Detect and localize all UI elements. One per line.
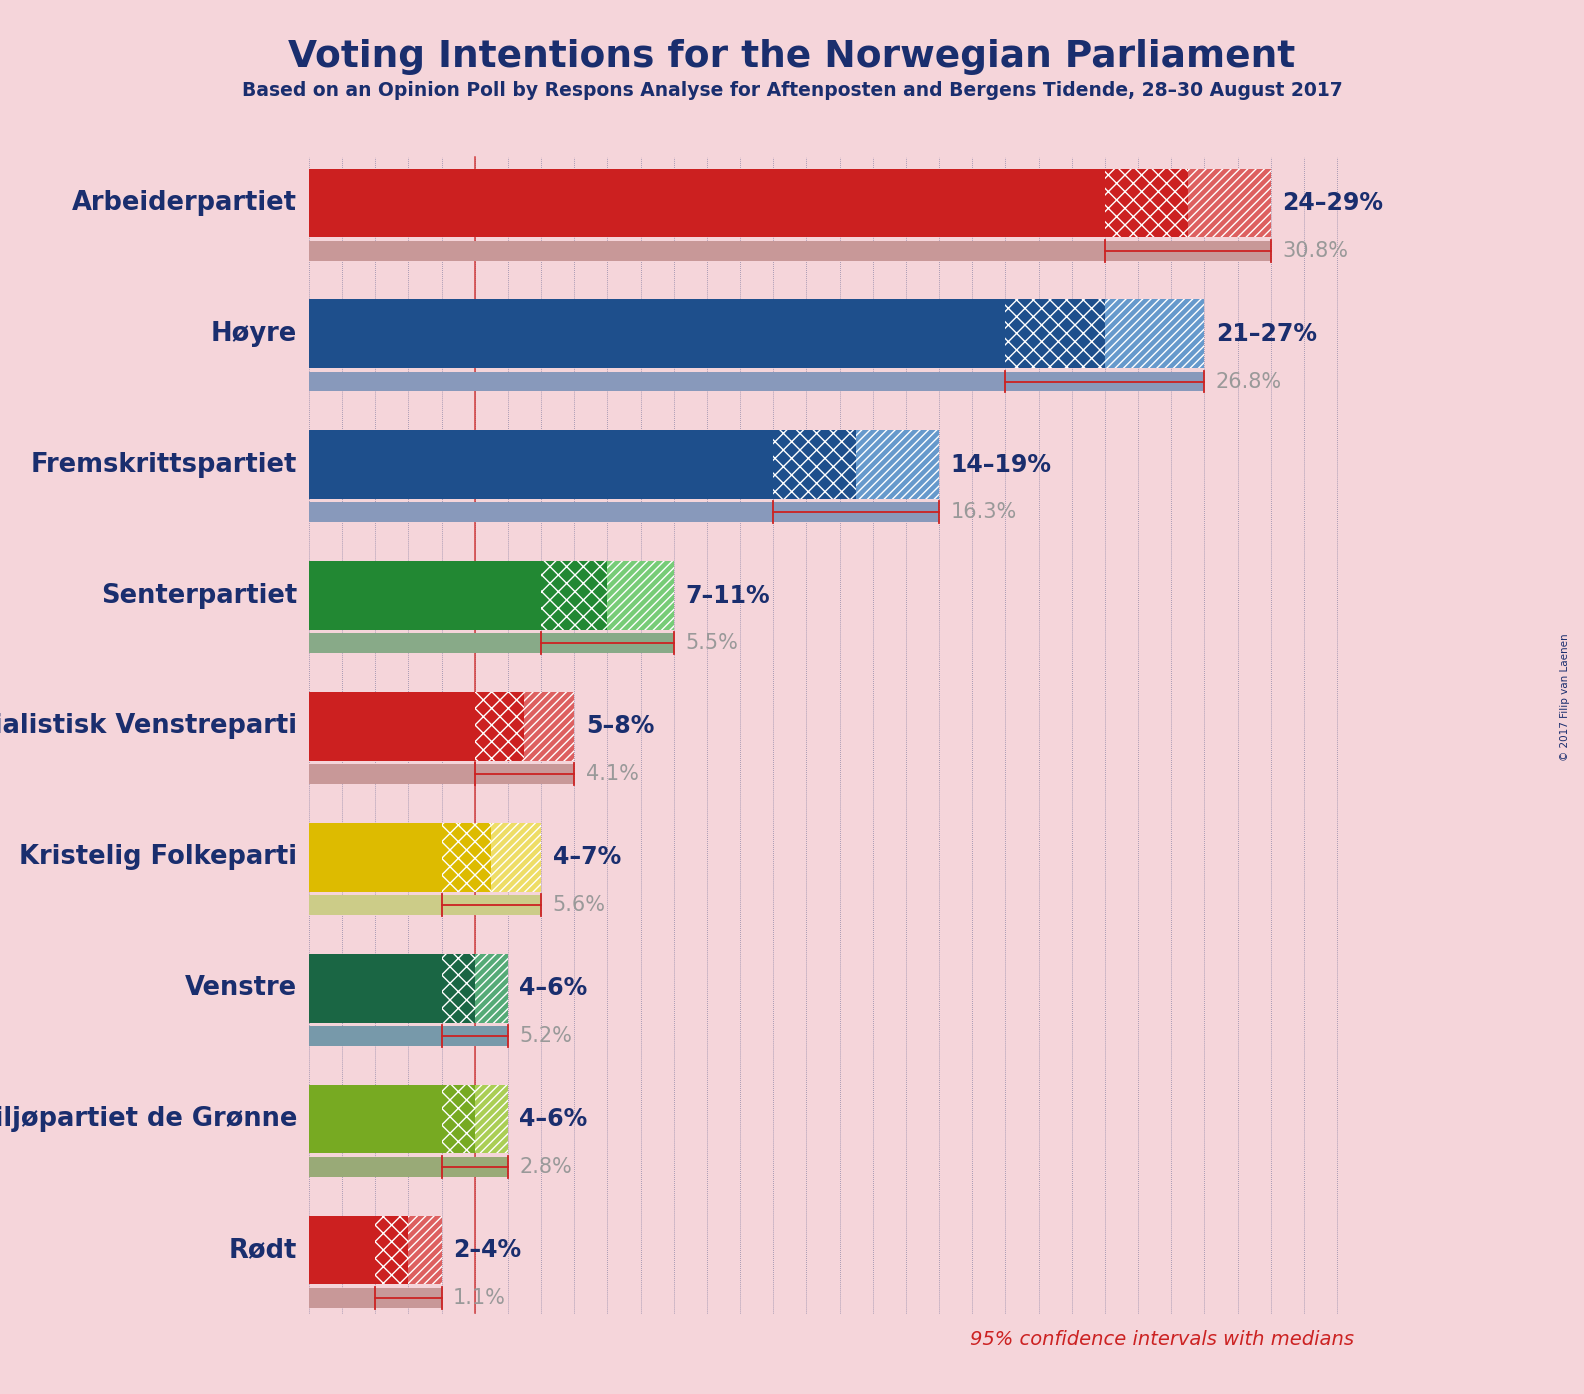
Bar — [442, 953, 475, 1023]
Text: 4.1%: 4.1% — [586, 764, 638, 785]
Bar — [475, 1085, 508, 1153]
Text: Venstre: Venstre — [185, 976, 298, 1001]
Bar — [375, 1216, 409, 1284]
Bar — [409, 1216, 442, 1284]
Text: Senterpartiet: Senterpartiet — [101, 583, 298, 609]
Bar — [1106, 300, 1204, 368]
Text: 14–19%: 14–19% — [950, 453, 1052, 477]
Text: Høyre: Høyre — [211, 321, 298, 347]
Bar — [375, 1216, 409, 1284]
Text: 30.8%: 30.8% — [1283, 241, 1348, 261]
Bar — [855, 431, 939, 499]
Bar — [309, 169, 1106, 237]
Text: 24–29%: 24–29% — [1283, 191, 1383, 215]
Bar — [309, 562, 542, 630]
Text: 4–6%: 4–6% — [520, 976, 588, 1001]
Bar — [309, 1216, 375, 1284]
Bar — [1188, 169, 1270, 237]
Bar — [442, 822, 491, 892]
Bar — [607, 562, 673, 630]
Bar — [309, 1026, 508, 1046]
Bar — [542, 562, 607, 630]
Bar — [309, 372, 1204, 392]
Bar — [524, 691, 575, 761]
Bar — [1106, 169, 1188, 237]
Bar — [309, 1157, 508, 1177]
Bar — [475, 953, 508, 1023]
Text: 21–27%: 21–27% — [1217, 322, 1316, 346]
Bar — [491, 822, 542, 892]
Bar — [475, 1085, 508, 1153]
Bar — [475, 953, 508, 1023]
Bar — [309, 300, 1006, 368]
Bar — [524, 691, 575, 761]
Bar — [309, 895, 542, 914]
Bar — [309, 1288, 442, 1308]
Bar — [309, 822, 442, 892]
Bar — [1106, 169, 1188, 237]
Bar — [773, 431, 855, 499]
Bar — [475, 691, 524, 761]
Text: © 2017 Filip van Laenen: © 2017 Filip van Laenen — [1560, 633, 1570, 761]
Bar — [309, 241, 1270, 261]
Text: 7–11%: 7–11% — [686, 584, 770, 608]
Text: 4–6%: 4–6% — [520, 1107, 588, 1131]
Text: Sosialistisk Venstreparti: Sosialistisk Venstreparti — [0, 714, 298, 739]
Text: Fremskrittspartiet: Fremskrittspartiet — [32, 452, 298, 478]
Bar — [309, 764, 575, 785]
Text: 5.2%: 5.2% — [520, 1026, 572, 1046]
Bar — [442, 1085, 475, 1153]
Text: Miljøpartiet de Grønne: Miljøpartiet de Grønne — [0, 1105, 298, 1132]
Bar — [855, 431, 939, 499]
Bar — [309, 633, 673, 654]
Bar — [442, 1085, 475, 1153]
Text: Rødt: Rødt — [230, 1236, 298, 1263]
Text: 5.6%: 5.6% — [553, 895, 605, 914]
Bar — [442, 953, 475, 1023]
Text: 5.5%: 5.5% — [686, 633, 738, 654]
Bar — [1006, 300, 1106, 368]
Text: 5–8%: 5–8% — [586, 715, 654, 739]
Text: Voting Intentions for the Norwegian Parliament: Voting Intentions for the Norwegian Parl… — [288, 39, 1296, 75]
Bar — [607, 562, 673, 630]
Bar — [475, 691, 524, 761]
Bar — [409, 1216, 442, 1284]
Bar — [1106, 300, 1204, 368]
Bar — [1006, 300, 1106, 368]
Text: 4–7%: 4–7% — [553, 845, 621, 870]
Text: Based on an Opinion Poll by Respons Analyse for Aftenposten and Bergens Tidende,: Based on an Opinion Poll by Respons Anal… — [242, 81, 1342, 100]
Bar — [309, 1085, 442, 1153]
Bar — [309, 691, 475, 761]
Bar — [309, 431, 773, 499]
Text: 26.8%: 26.8% — [1217, 372, 1281, 392]
Text: 16.3%: 16.3% — [950, 502, 1017, 523]
Bar — [309, 953, 442, 1023]
Text: 2–4%: 2–4% — [453, 1238, 521, 1262]
Bar — [442, 822, 491, 892]
Text: Arbeiderpartiet: Arbeiderpartiet — [73, 190, 298, 216]
Bar — [773, 431, 855, 499]
Bar — [542, 562, 607, 630]
Text: 2.8%: 2.8% — [520, 1157, 572, 1177]
Text: 95% confidence intervals with medians: 95% confidence intervals with medians — [971, 1330, 1354, 1349]
Text: Kristelig Folkeparti: Kristelig Folkeparti — [19, 845, 298, 870]
Text: 1.1%: 1.1% — [453, 1288, 505, 1308]
Bar — [491, 822, 542, 892]
Bar — [309, 502, 939, 523]
Bar — [1188, 169, 1270, 237]
